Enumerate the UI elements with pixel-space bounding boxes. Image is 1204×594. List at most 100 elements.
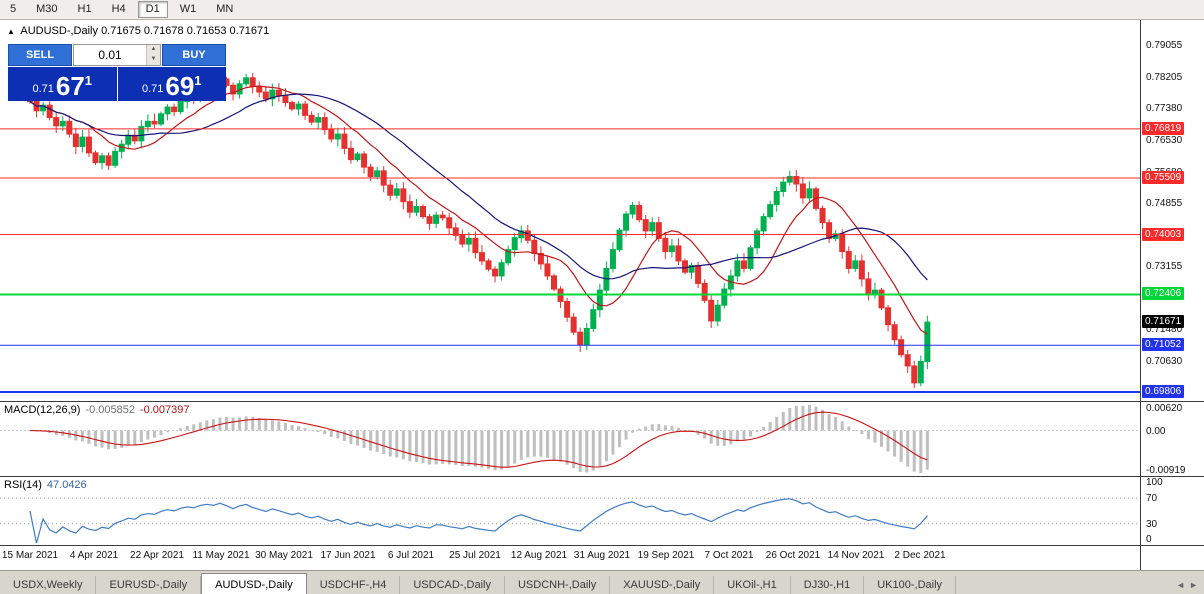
timeframe-button-mn[interactable]: MN <box>208 1 241 18</box>
chart-tab[interactable]: UKOil-,H1 <box>714 576 791 594</box>
candle <box>760 216 767 232</box>
candle <box>498 262 505 277</box>
candle <box>478 252 485 262</box>
chart-tab[interactable]: USDCHF-,H4 <box>307 576 401 594</box>
candle <box>682 260 688 273</box>
rsi-panel[interactable] <box>0 477 1140 545</box>
date-axis-label: 22 Apr 2021 <box>130 550 184 561</box>
candle <box>865 278 872 296</box>
bid-price-prefix: 0.71 <box>32 83 54 95</box>
tab-scroll-left-icon[interactable]: ◄ <box>1176 580 1186 590</box>
timeframe-button-w1[interactable]: W1 <box>172 1 205 18</box>
candle <box>452 227 459 236</box>
buy-button[interactable]: BUY <box>162 44 226 66</box>
candle <box>308 114 315 123</box>
lot-decrease-button[interactable]: ▼ <box>147 55 160 65</box>
candle <box>79 136 86 147</box>
chart-tab[interactable]: USDCNH-,Daily <box>505 576 611 594</box>
macd-indicator-label: MACD(12,26,9) -0.005852 -0.007397 <box>4 404 190 416</box>
collapse-panel-icon[interactable]: ▲ <box>7 27 15 36</box>
candle <box>347 147 354 161</box>
candle <box>459 234 466 245</box>
panel-separator[interactable] <box>0 476 1204 477</box>
candle <box>564 300 571 318</box>
candle <box>256 85 263 93</box>
candle <box>426 216 433 224</box>
macd-panel[interactable] <box>0 402 1140 476</box>
date-axis-label: 11 May 2021 <box>192 550 250 561</box>
candle <box>629 204 636 215</box>
ask-price-point-digit: 1 <box>194 73 202 88</box>
candle <box>590 309 597 329</box>
chart-tab-bar: USDX,Weekly EURUSD-,Daily AUDUSD-,Daily USD… <box>0 570 1204 594</box>
date-axis-label: 17 Jun 2021 <box>320 550 376 561</box>
date-axis-label: 12 Aug 2021 <box>510 550 568 561</box>
candle <box>511 237 518 251</box>
panel-separator[interactable] <box>0 401 1204 402</box>
ask-price-big-digits: 69 <box>165 71 195 101</box>
price-axis-label: 0.79055 <box>1146 40 1183 51</box>
candle <box>144 120 151 128</box>
lot-size-field[interactable]: 0.01 ▲ ▼ <box>73 44 161 66</box>
candle <box>780 181 787 193</box>
chart-tab[interactable]: USDCAD-,Daily <box>400 576 505 594</box>
ask-price-display[interactable]: 0.71 69 1 <box>117 67 226 101</box>
candle <box>321 117 328 131</box>
candle <box>839 233 846 253</box>
timeframe-button-m30[interactable]: M30 <box>28 1 65 18</box>
price-axis[interactable]: 0.790550.782050.773800.765300.756800.748… <box>1140 20 1204 570</box>
candle <box>105 155 112 166</box>
macd-axis-label: 0.00620 <box>1146 403 1183 414</box>
candle <box>695 264 702 284</box>
candle <box>151 120 158 125</box>
tab-scroll-buttons: ◄ ► <box>1176 580 1198 590</box>
candle <box>904 354 911 367</box>
lot-increase-button[interactable]: ▲ <box>147 45 160 55</box>
current-price-tag: 0.71671 <box>1142 315 1185 328</box>
macd-signal-line <box>29 411 928 468</box>
date-axis-label: 30 May 2021 <box>255 550 313 561</box>
candle <box>53 117 60 127</box>
chart-tab[interactable]: UK100-,Daily <box>864 576 957 594</box>
sell-button[interactable]: SELL <box>8 44 72 66</box>
lot-size-value[interactable]: 0.01 <box>98 48 122 62</box>
candle <box>439 214 446 219</box>
candle <box>806 188 813 199</box>
candle <box>636 204 643 221</box>
candle <box>485 260 492 270</box>
chart-tab[interactable]: DJ30-,H1 <box>791 576 865 594</box>
candle <box>275 89 282 97</box>
chart-tab[interactable]: XAUUSD-,Daily <box>610 576 715 594</box>
chart-tab[interactable]: USDX,Weekly <box>0 576 97 594</box>
candle <box>616 229 623 251</box>
tab-scroll-right-icon[interactable]: ► <box>1189 580 1198 590</box>
ma-slow-line <box>29 93 928 281</box>
candle <box>361 153 368 168</box>
date-axis[interactable]: 15 Mar 2021 4 Apr 2021 22 Apr 2021 11 May 2… <box>0 546 1140 570</box>
candle <box>531 239 538 254</box>
candle <box>793 175 800 185</box>
timeframe-button-5[interactable]: 5 <box>2 1 24 18</box>
rsi-name: RSI(14) <box>4 479 42 491</box>
timeframe-button-h1[interactable]: H1 <box>70 1 100 18</box>
price-axis-label: 0.70630 <box>1146 356 1183 367</box>
chart-tab[interactable]: EURUSD-,Daily <box>96 576 202 594</box>
candle <box>315 117 322 123</box>
candle <box>420 206 426 218</box>
candle <box>911 365 918 384</box>
rsi-value: 47.0426 <box>46 479 87 491</box>
timeframe-button-h4[interactable]: H4 <box>104 1 134 18</box>
date-axis-label: 14 Nov 2021 <box>827 550 885 561</box>
rsi-line <box>29 498 928 544</box>
chart-tab[interactable]: AUDUSD-,Daily <box>201 573 307 594</box>
bid-price-point-digit: 1 <box>84 73 93 88</box>
candle <box>786 175 793 183</box>
date-axis-label: 15 Mar 2021 <box>1 550 59 561</box>
candle <box>406 201 413 213</box>
main-chart[interactable] <box>0 20 1140 401</box>
chart-ohlc-quote: 0.71675 0.71678 0.71653 0.71671 <box>101 25 270 37</box>
candle <box>249 77 256 87</box>
bid-price-display[interactable]: 0.71 67 1 <box>8 67 117 101</box>
price-axis-label: 0.74855 <box>1146 198 1183 209</box>
timeframe-button-d1[interactable]: D1 <box>137 1 168 18</box>
